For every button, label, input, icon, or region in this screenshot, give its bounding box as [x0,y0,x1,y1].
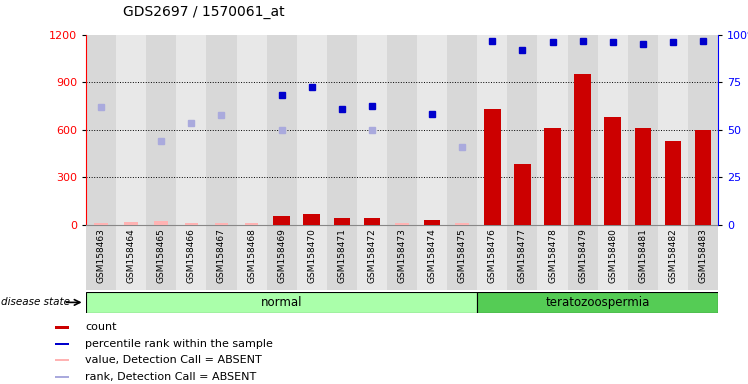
Bar [55,343,70,345]
Bar [297,35,327,225]
Bar [688,35,718,225]
Text: GSM158483: GSM158483 [699,228,708,283]
Text: GSM158482: GSM158482 [669,228,678,283]
Bar [185,223,198,225]
Bar [538,35,568,225]
Bar [447,35,477,225]
Text: GSM158467: GSM158467 [217,228,226,283]
Bar [568,225,598,290]
Bar [266,225,297,290]
Bar [86,292,477,313]
Bar [604,117,621,225]
Bar [304,214,320,225]
Bar [86,35,116,225]
Bar [55,359,70,361]
Bar [477,292,718,313]
Bar [206,35,236,225]
Bar [146,35,177,225]
Bar [456,223,469,225]
Bar [297,225,327,290]
Bar [55,376,70,378]
Bar [116,35,146,225]
Bar [395,223,409,225]
Bar [236,35,266,225]
Text: GSM158473: GSM158473 [397,228,407,283]
Text: teratozoospermia: teratozoospermia [545,296,650,309]
Bar [598,35,628,225]
Text: GSM158477: GSM158477 [518,228,527,283]
Bar [357,35,387,225]
Bar [177,35,206,225]
Bar [688,225,718,290]
Text: GSM158468: GSM158468 [247,228,256,283]
Text: GSM158463: GSM158463 [96,228,105,283]
Bar [124,222,138,225]
Text: disease state: disease state [1,297,70,308]
Text: GSM158472: GSM158472 [367,228,376,283]
Bar [245,223,258,225]
Bar [146,225,177,290]
Text: value, Detection Call = ABSENT: value, Detection Call = ABSENT [85,355,263,365]
Bar [665,141,681,225]
Text: normal: normal [261,296,302,309]
Bar [658,225,688,290]
Bar [417,35,447,225]
Bar [477,225,507,290]
Bar [116,225,146,290]
Bar [215,223,228,225]
Bar [55,326,70,329]
Bar [507,225,538,290]
Text: GSM158469: GSM158469 [278,228,286,283]
Text: GSM158480: GSM158480 [608,228,617,283]
Bar [94,223,108,225]
Bar [387,35,417,225]
Bar [507,35,538,225]
Text: count: count [85,322,117,332]
Text: GSM158474: GSM158474 [428,228,437,283]
Bar [357,225,387,290]
Bar [387,225,417,290]
Text: rank, Detection Call = ABSENT: rank, Detection Call = ABSENT [85,372,257,382]
Bar [514,164,531,225]
Bar [177,225,206,290]
Bar [484,109,500,225]
Bar [628,225,658,290]
Bar [327,225,357,290]
Bar [538,225,568,290]
Text: GSM158479: GSM158479 [578,228,587,283]
Bar [424,220,441,225]
Bar [658,35,688,225]
Bar [327,35,357,225]
Bar [634,128,651,225]
Bar [155,222,168,225]
Bar [364,217,380,225]
Bar [598,225,628,290]
Text: GDS2697 / 1570061_at: GDS2697 / 1570061_at [123,5,285,19]
Bar [266,35,297,225]
Bar [86,225,116,290]
Text: GSM158466: GSM158466 [187,228,196,283]
Text: GSM158470: GSM158470 [307,228,316,283]
Bar [545,128,561,225]
Bar [447,225,477,290]
Bar [206,225,236,290]
Text: GSM158481: GSM158481 [638,228,647,283]
Bar [477,35,507,225]
Text: GSM158476: GSM158476 [488,228,497,283]
Bar [695,130,711,225]
Text: GSM158471: GSM158471 [337,228,346,283]
Bar [568,35,598,225]
Bar [236,225,266,290]
Text: GSM158475: GSM158475 [458,228,467,283]
Text: GSM158478: GSM158478 [548,228,557,283]
Text: GSM158465: GSM158465 [157,228,166,283]
Bar [273,216,290,225]
Text: percentile rank within the sample: percentile rank within the sample [85,339,273,349]
Bar [417,225,447,290]
Bar [628,35,658,225]
Bar [334,218,350,225]
Text: GSM158464: GSM158464 [126,228,135,283]
Bar [574,74,591,225]
